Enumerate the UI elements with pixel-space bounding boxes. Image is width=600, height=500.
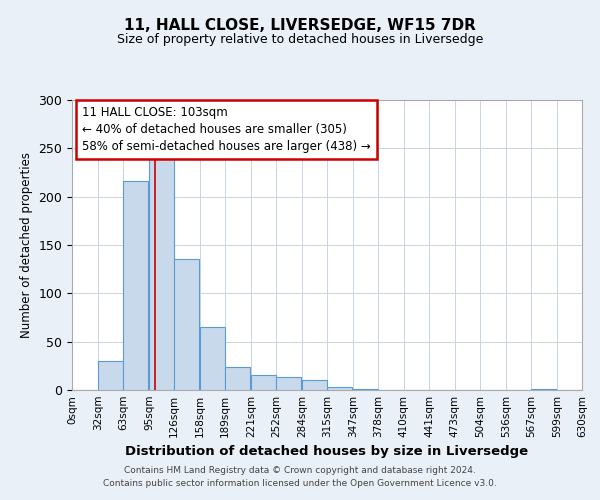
X-axis label: Distribution of detached houses by size in Liversedge: Distribution of detached houses by size … [125, 446, 529, 458]
Text: Size of property relative to detached houses in Liversedge: Size of property relative to detached ho… [117, 32, 483, 46]
Bar [276, 378, 301, 390]
Bar [225, 367, 250, 390]
Bar [149, 151, 174, 390]
Bar [174, 258, 199, 390]
Text: Contains HM Land Registry data © Crown copyright and database right 2024.
Contai: Contains HM Land Registry data © Crown c… [103, 466, 497, 487]
Text: 11 HALL CLOSE: 103sqm
← 40% of detached houses are smaller (305)
58% of semi-det: 11 HALL CLOSE: 103sqm ← 40% of detached … [82, 106, 371, 153]
Bar [98, 361, 123, 390]
Bar [353, 389, 378, 390]
Bar [302, 380, 327, 390]
Bar [123, 181, 148, 390]
Bar [327, 387, 352, 390]
Bar [531, 389, 556, 390]
Bar [251, 374, 276, 390]
Y-axis label: Number of detached properties: Number of detached properties [20, 152, 33, 338]
Bar [200, 327, 225, 390]
Text: 11, HALL CLOSE, LIVERSEDGE, WF15 7DR: 11, HALL CLOSE, LIVERSEDGE, WF15 7DR [124, 18, 476, 32]
